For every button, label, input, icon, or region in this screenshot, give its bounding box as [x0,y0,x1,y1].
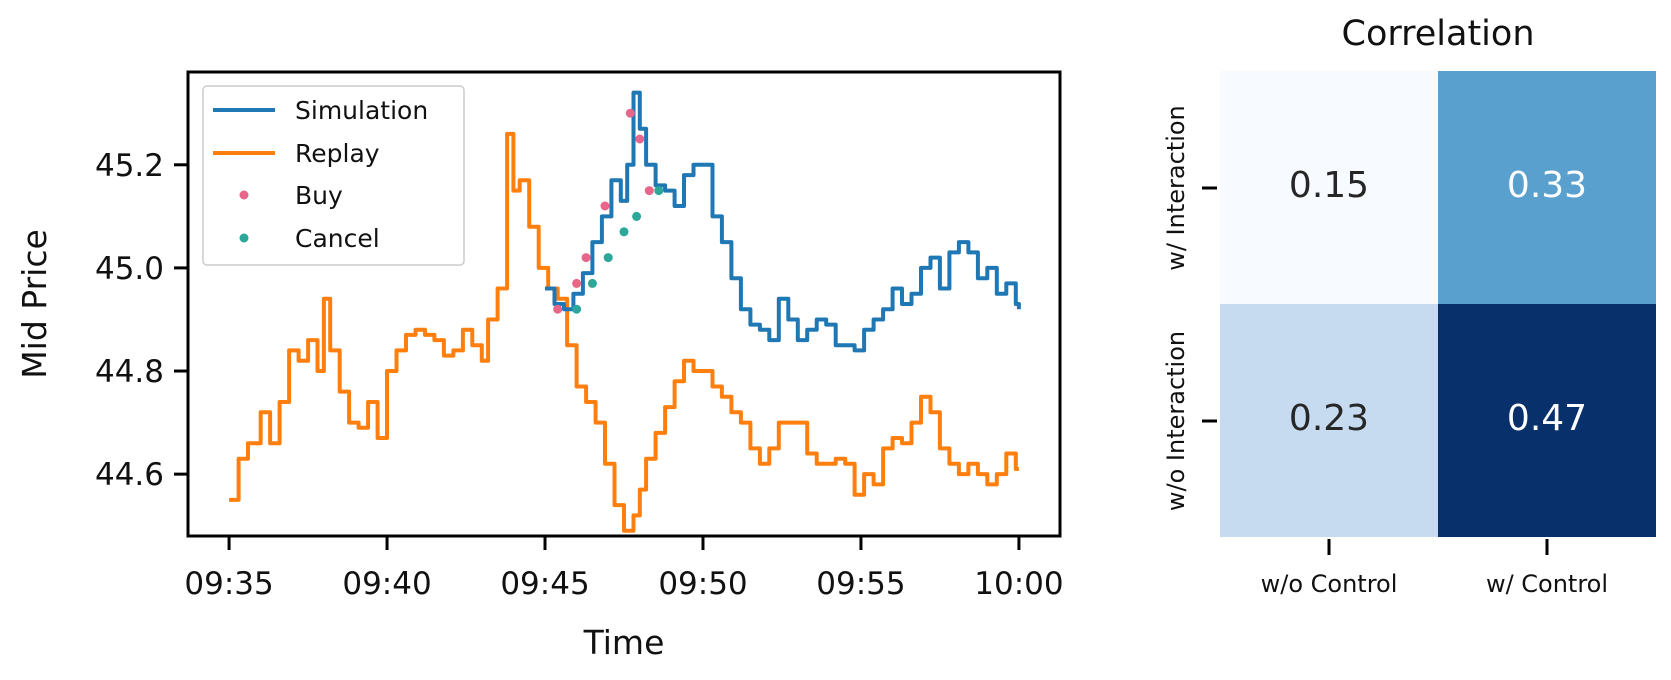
simulation-line-group [545,90,1021,353]
y-axis: 44.6 44.8 45.0 45.2 [95,148,188,493]
x-axis: 09:35 09:40 09:45 09:50 09:55 10:00 [184,536,1064,602]
heatmap-chart: Correlation 0.15 0.33 0.23 0.47 w/ Inter… [1162,14,1656,598]
cancel-marker-group [572,186,664,314]
legend-label-simulation: Simulation [295,96,428,125]
legend-label-cancel: Cancel [295,224,380,253]
y-tick-label: 44.8 [95,354,164,390]
heatmap-value-r0c1: 0.33 [1507,165,1587,206]
x-tick-label: 09:45 [500,566,589,602]
heatmap-value-r1c1: 0.47 [1507,398,1587,439]
y-tick-label: 44.6 [95,457,164,493]
buy-marker [553,304,563,314]
buy-marker [635,134,645,144]
x-tick-label: 10:00 [974,566,1063,602]
cancel-marker [632,211,642,221]
buy-marker [600,201,610,211]
buy-marker [644,186,654,196]
replay-line-group [229,131,1019,533]
heatmap-value-r1c0: 0.23 [1289,398,1369,439]
cancel-marker [587,278,597,288]
legend-box [202,85,465,266]
x-axis-label: Time [583,623,665,662]
buy-marker-group [553,108,654,314]
y-tick-label: 45.0 [95,251,164,287]
replay-line [229,131,1019,533]
legend: Simulation Replay Buy Cancel [202,85,465,266]
heatmap-row-label-0: w/ Interaction [1162,105,1190,271]
heatmap-value-r0c0: 0.15 [1289,165,1369,206]
heatmap-title: Correlation [1342,14,1535,54]
legend-label-replay: Replay [295,139,380,168]
heatmap-row-label-1: w/o Interaction [1162,331,1190,511]
legend-swatch-buy [239,190,249,200]
heatmap-cell-r0c1 [1438,71,1656,304]
buy-marker [581,253,591,263]
simulation-line [545,90,1021,353]
heatmap-col-label-1: w/ Control [1486,570,1608,598]
cancel-marker [572,304,582,314]
x-tick-label: 09:40 [342,566,431,602]
x-tick-label: 09:35 [184,566,273,602]
heatmap-cell-r0c0 [1220,71,1438,304]
buy-marker [625,108,635,118]
cancel-marker [619,227,629,237]
plot-frame [186,70,1062,538]
cancel-marker [603,253,613,263]
x-tick-label: 09:55 [816,566,905,602]
line-chart: 09:35 09:40 09:45 09:50 09:55 10:00 44.644.84… [15,70,1064,662]
heatmap-col-label-0: w/o Control [1261,570,1398,598]
heatmap-cell-r1c1 [1438,304,1656,537]
cancel-marker [654,186,664,196]
legend-label-buy: Buy [295,181,343,210]
y-tick-label: 45.2 [95,148,164,184]
y-axis-label: Mid Price [15,229,54,379]
buy-marker [572,278,582,288]
x-tick-label: 09:50 [658,566,747,602]
heatmap-cell-r1c0 [1220,304,1438,537]
legend-swatch-cancel [239,233,249,243]
